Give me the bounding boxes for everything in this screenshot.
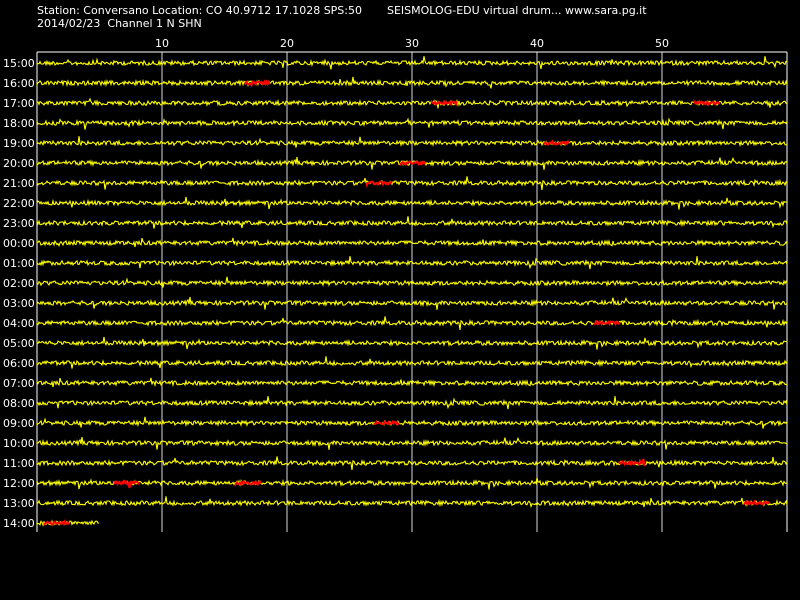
event-marker <box>373 420 400 426</box>
event-marker <box>618 458 646 467</box>
seismic-trace <box>36 136 788 148</box>
row-time-label: 16:00 <box>3 77 35 90</box>
x-tick-label: 50 <box>655 37 669 50</box>
event-marker <box>113 479 140 489</box>
row-time-label: 11:00 <box>3 457 35 470</box>
event-marker <box>543 139 570 147</box>
drum-title: SEISMOLOG-EDU virtual drum... www.sara.p… <box>387 4 647 17</box>
seismic-trace <box>36 396 788 410</box>
seismic-trace <box>36 416 788 429</box>
row-time-label: 00:00 <box>3 237 35 250</box>
row-time-label: 01:00 <box>3 257 35 270</box>
row-time-label: 17:00 <box>3 97 35 110</box>
row-time-label: 20:00 <box>3 157 35 170</box>
seismic-trace <box>36 117 788 130</box>
seismic-trace <box>36 196 787 210</box>
event-marker <box>593 319 621 327</box>
seismic-trace <box>36 336 788 350</box>
seismic-trace <box>36 56 787 70</box>
row-time-label: 23:00 <box>3 217 35 230</box>
seismic-trace <box>36 436 788 450</box>
x-tick-label: 20 <box>280 37 294 50</box>
seismic-trace <box>36 377 788 388</box>
row-time-label: 15:00 <box>3 57 35 70</box>
row-time-label: 13:00 <box>3 497 35 510</box>
seismic-trace <box>36 316 788 330</box>
row-time-label: 09:00 <box>3 417 35 430</box>
seismic-trace <box>36 216 788 229</box>
row-time-label: 19:00 <box>3 137 35 150</box>
row-time-label: 14:00 <box>3 517 35 530</box>
row-time-label: 07:00 <box>3 377 35 390</box>
event-marker <box>234 479 262 487</box>
date-channel: 2014/02/23 Channel 1 N SHN <box>37 17 202 30</box>
event-marker <box>743 499 770 507</box>
row-time-label: 10:00 <box>3 437 35 450</box>
row-time-label: 21:00 <box>3 177 35 190</box>
x-tick-label: 30 <box>405 37 419 50</box>
row-time-label: 08:00 <box>3 397 35 410</box>
seismic-trace <box>36 356 788 369</box>
event-marker <box>366 180 393 188</box>
seismic-trace <box>36 477 788 490</box>
event-marker <box>43 519 71 527</box>
event-marker <box>243 79 271 88</box>
row-time-label: 18:00 <box>3 117 35 130</box>
row-time-label: 04:00 <box>3 317 35 330</box>
seismic-trace <box>36 296 788 310</box>
event-marker <box>431 99 458 107</box>
x-tick-label: 40 <box>530 37 544 50</box>
x-tick-label: 10 <box>155 37 169 50</box>
row-time-label: 12:00 <box>3 477 35 490</box>
seismic-trace <box>36 496 788 509</box>
seismic-trace <box>36 76 788 89</box>
seismic-trace <box>36 237 788 248</box>
event-marker <box>693 98 721 106</box>
seismic-trace <box>36 97 788 109</box>
station-info: Station: Conversano Location: CO 40.9712… <box>37 4 362 17</box>
row-time-label: 22:00 <box>3 197 35 210</box>
seismic-trace <box>36 276 788 288</box>
seismic-trace <box>36 256 788 270</box>
event-marker <box>399 160 426 167</box>
seismic-trace <box>36 176 788 190</box>
seismic-trace <box>36 456 788 470</box>
row-time-label: 03:00 <box>3 297 35 310</box>
row-time-label: 05:00 <box>3 337 35 350</box>
row-time-label: 02:00 <box>3 277 35 290</box>
row-time-label: 06:00 <box>3 357 35 370</box>
